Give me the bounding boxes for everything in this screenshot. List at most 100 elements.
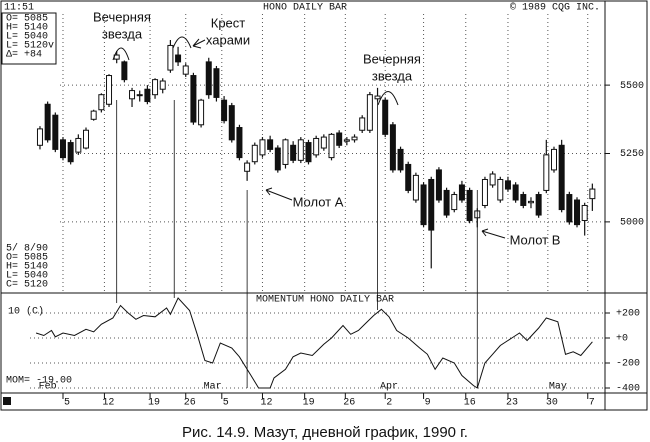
candle-body (366, 94, 373, 131)
candle-body (313, 137, 320, 156)
corner-icon (3, 397, 11, 405)
candle-body (98, 94, 105, 111)
momentum-line (35, 297, 593, 389)
frame (0, 0, 648, 411)
candle-body (458, 184, 465, 201)
caption: Рис. 14.9. Мазут, дневной график, 1990 г… (182, 424, 468, 441)
candle-body (259, 139, 266, 156)
annotation: Крест (211, 15, 246, 30)
y-tick-label: +0 (616, 334, 628, 345)
candle-body (428, 178, 435, 231)
y-tick-label: +200 (616, 309, 640, 320)
annotation: звезда (102, 26, 143, 41)
candle-body (44, 103, 51, 141)
annotation: звезда (372, 68, 413, 83)
y-tick-label: 5500 (620, 81, 644, 92)
month-label: Apr (380, 382, 398, 393)
candle-body (213, 68, 220, 98)
annotation: харами (206, 32, 250, 47)
candle-body (343, 139, 350, 142)
candle-body (175, 54, 182, 63)
info-box (1, 12, 57, 65)
harami-arc (172, 36, 192, 49)
candle-body (336, 132, 343, 146)
date-box-line: C= 5120 (6, 280, 48, 291)
candle-body (198, 99, 205, 126)
arrow (265, 187, 293, 201)
candle-body (121, 61, 128, 81)
x-tick-label: 12 (260, 398, 272, 409)
x-tick-label: 12 (102, 398, 114, 409)
candle-body (106, 75, 113, 105)
candle-body (83, 129, 90, 149)
candle-body (497, 178, 504, 201)
info-box-line: L= 5040 (6, 32, 48, 43)
x-tick-label: 5 (223, 398, 229, 409)
annotation: Молот А (293, 194, 344, 209)
candle-body (152, 79, 159, 96)
candle-body (466, 189, 473, 222)
candle-body (190, 75, 197, 123)
candle-body (520, 194, 527, 206)
candle-body (136, 94, 143, 97)
x-tick-label: 23 (506, 398, 518, 409)
candle-body (282, 139, 289, 165)
candle-body (36, 128, 43, 146)
candle-body (389, 124, 396, 171)
candle-body (504, 180, 511, 190)
candle-body (274, 147, 281, 171)
candle-body (221, 99, 228, 122)
x-tick-label: 30 (546, 398, 558, 409)
candle-body (443, 189, 450, 216)
candle-body (290, 144, 297, 161)
y-tick-label: -200 (616, 359, 640, 370)
candle-body (543, 154, 550, 191)
annotation: Молот В (510, 232, 561, 247)
candle-body (435, 169, 442, 201)
arrow (481, 228, 506, 239)
star-arc (377, 91, 399, 106)
candle-body (90, 110, 97, 120)
candle-body (359, 117, 366, 131)
x-tick-label: 16 (464, 398, 476, 409)
candle-body (328, 133, 335, 159)
info-box-line: O= 5085 (6, 14, 48, 25)
candle-body (527, 200, 534, 204)
candle-body (159, 80, 166, 90)
x-tick-label: 9 (425, 398, 431, 409)
candle-body (167, 44, 174, 71)
month-label: May (549, 382, 567, 393)
x-tick-label: 5 (64, 398, 70, 409)
candle-body (205, 61, 212, 96)
candle-body (228, 105, 235, 141)
x-tick-label: 19 (148, 398, 160, 409)
candle-body (550, 148, 557, 171)
candle-body (297, 139, 304, 161)
candle-body (566, 194, 573, 223)
candle-body (489, 173, 496, 186)
date-box-line: L= 5040 (6, 271, 48, 282)
candle-body (75, 137, 82, 153)
candle-body (512, 184, 519, 201)
x-tick-label: 7 (589, 398, 595, 409)
info-box-line: L= 5120v (6, 41, 54, 52)
y-tick-label: 5000 (620, 218, 644, 229)
arrow (192, 38, 206, 49)
month-label: Feb (39, 381, 57, 393)
candle-body (320, 136, 327, 149)
date-box-line: 5/ 8/90 (6, 243, 48, 255)
info-box-line: Δ= +84 (6, 50, 42, 61)
candle-body (129, 90, 136, 100)
candle-body (574, 199, 581, 226)
date-box-line: O= 5085 (6, 253, 48, 264)
candle-body (182, 65, 189, 75)
candle-body (589, 188, 596, 200)
star-arc (112, 47, 130, 61)
candle-body (67, 142, 74, 163)
candle-body (236, 127, 243, 159)
candle-body (382, 99, 389, 135)
candle-body (244, 162, 251, 172)
x-tick-label: 19 (303, 398, 315, 409)
candle-body (451, 194, 458, 211)
